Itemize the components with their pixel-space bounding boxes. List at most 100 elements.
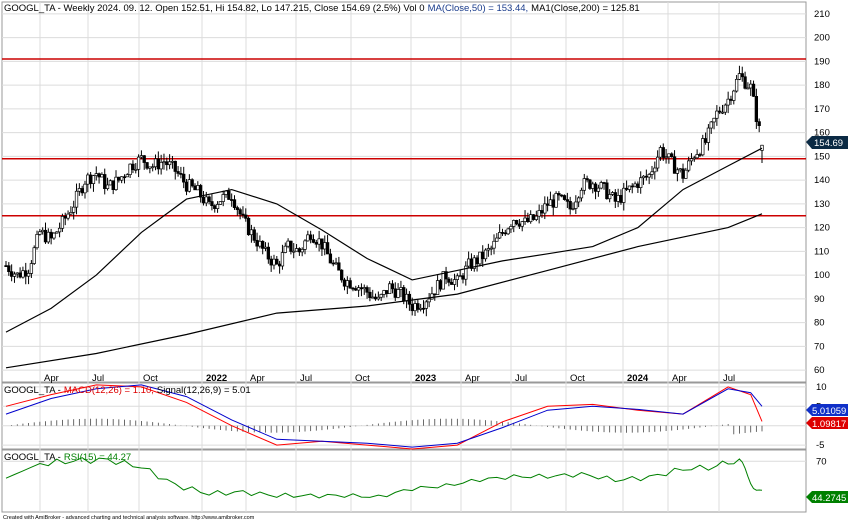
candle-body: [97, 173, 101, 178]
candle-body: [354, 288, 358, 291]
candle-body: [153, 158, 158, 168]
x-tick-label: Apr: [465, 373, 480, 384]
candle-body: [568, 200, 572, 210]
y-axis-labels: 60 70 80 90 100 110 120 130 140 150 160 170 180 190 20…: [814, 9, 830, 467]
candle-body: [289, 240, 293, 252]
candle-body: [608, 194, 612, 200]
candle-body: [373, 296, 378, 300]
candle-body: [551, 199, 555, 208]
price-tick-label: 140: [814, 175, 830, 186]
candle-body: [359, 287, 364, 290]
candle-body: [560, 194, 564, 197]
macd-label: MACD(12,26) = 1.10,: [64, 385, 154, 396]
x-tick-label: Oct: [143, 373, 158, 384]
candle-body: [464, 265, 468, 280]
candle-body: [399, 287, 403, 290]
candle-body: [125, 174, 129, 178]
price-tick-label: 90: [814, 294, 825, 305]
candle-body: [167, 161, 172, 166]
candle-body: [675, 169, 680, 174]
rsi-header-prefix: GOOGL_TA -: [4, 452, 61, 463]
candle-body: [38, 231, 42, 235]
candle-body: [737, 73, 742, 80]
signal-line: [5, 384, 763, 448]
rsi-header: GOOGL_TA - RSI(15) = 44.27: [4, 452, 131, 463]
candle-body: [103, 174, 107, 189]
candle-body: [653, 167, 657, 173]
candle-body: [88, 174, 93, 184]
candle-body: [80, 188, 84, 194]
candle-body: [342, 279, 347, 287]
rsi-panel: [1, 449, 807, 513]
candle-body: [534, 215, 538, 220]
candle-body: [650, 171, 654, 175]
candle-body: [492, 240, 496, 249]
candle-body: [687, 160, 691, 171]
candle-body: [317, 238, 321, 245]
candle-body: [627, 185, 632, 190]
candle-body: [430, 293, 434, 300]
candle-body: [258, 240, 262, 247]
x-tick-label: Oct: [355, 373, 370, 384]
candle-body: [410, 303, 414, 312]
candle-body: [619, 195, 623, 203]
price-tick-label: 190: [814, 56, 830, 67]
candle-body: [664, 156, 668, 159]
candle-body: [105, 184, 110, 189]
candle-body: [681, 168, 685, 179]
candle-body: [599, 182, 603, 189]
candle-body: [151, 166, 155, 169]
moving-averages: [5, 147, 763, 369]
candle-body: [712, 117, 716, 123]
candle-body: [647, 174, 651, 178]
candle-body: [134, 168, 138, 171]
candle-body: [698, 154, 702, 156]
candle-body: [760, 144, 764, 151]
candle-body: [198, 185, 203, 198]
candle-body: [655, 156, 660, 169]
candle-body: [136, 156, 141, 170]
candle-body: [582, 178, 586, 191]
candle-body: [718, 110, 722, 113]
candle-body: [261, 240, 265, 249]
candle-body: [351, 287, 355, 290]
ma-line: [5, 147, 763, 333]
x-tick-label: Apr: [672, 373, 687, 384]
candle-body: [537, 210, 541, 217]
candle-body: [300, 248, 304, 253]
candle-body: [757, 121, 761, 126]
candle-body: [585, 178, 589, 181]
candle-body: [173, 160, 177, 172]
candle-body: [483, 249, 488, 260]
price-header: GOOGL_TA - Weekly 2024. 09. 12. Open 152…: [4, 3, 640, 14]
candle-body: [193, 185, 197, 191]
candle-body: [503, 232, 507, 235]
price-tick-label: 200: [814, 33, 830, 44]
price-tick-label: 60: [814, 365, 825, 376]
candle-body: [379, 294, 383, 298]
candle-body: [176, 171, 180, 174]
candle-body: [579, 189, 584, 199]
candle-body: [122, 176, 127, 179]
candle-body: [159, 161, 163, 170]
candle-body: [117, 176, 121, 181]
candle-body: [306, 234, 310, 242]
x-tick-label: Jul: [723, 373, 735, 384]
candle-body: [421, 307, 426, 310]
candle-body: [746, 87, 750, 90]
candle-body: [723, 104, 727, 113]
candle-body: [311, 239, 316, 243]
candle-body: [252, 229, 256, 241]
candles: [4, 65, 764, 317]
candle-body: [184, 181, 189, 192]
candle-body: [444, 271, 448, 280]
candle-body: [328, 253, 333, 264]
x-tick-label: Jul: [515, 373, 527, 384]
candle-body: [241, 213, 245, 216]
candle-body: [396, 289, 400, 298]
candle-body: [131, 163, 135, 171]
x-axis-labels: Apr Jul Oct 2022 Apr Jul Oct 2023 Apr Jul Oct 2024 A…: [44, 373, 735, 384]
candle-body: [672, 156, 677, 174]
candle-body: [514, 220, 519, 225]
